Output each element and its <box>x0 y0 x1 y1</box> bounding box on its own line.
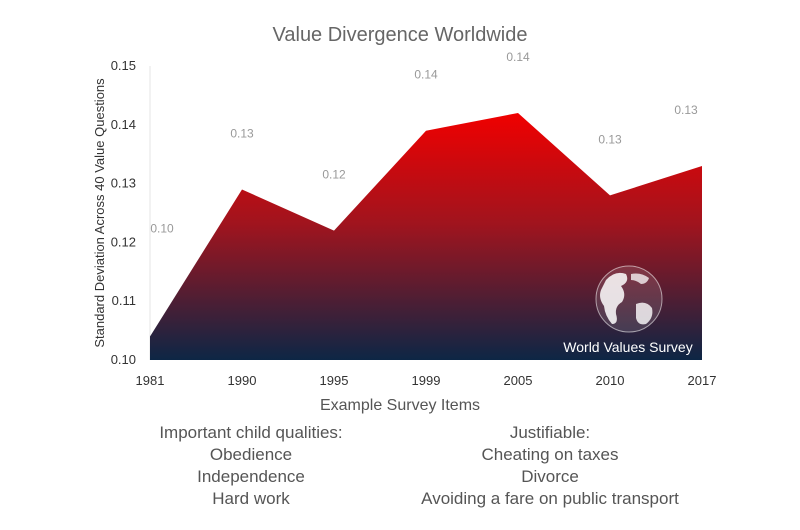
data-label: 0.10 <box>150 221 174 235</box>
data-label: 0.14 <box>506 50 530 64</box>
note-item: Avoiding a fare on public transport <box>421 489 679 508</box>
globe-icon <box>595 265 663 333</box>
data-label: 0.14 <box>414 68 438 82</box>
x-tick-label: 1995 <box>320 373 349 388</box>
y-tick-label: 0.14 <box>111 117 136 132</box>
x-tick-label: 1981 <box>136 373 165 388</box>
x-axis: 1981 1990 1995 1999 2005 2010 2017 <box>136 373 717 388</box>
data-label: 0.13 <box>674 103 698 117</box>
y-tick-label: 0.11 <box>112 293 136 308</box>
data-label: 0.13 <box>598 132 622 146</box>
y-axis: 0.10 0.11 0.12 0.13 0.14 0.15 <box>111 58 136 367</box>
note-item: Cheating on taxes <box>481 445 619 464</box>
watermark-text: World Values Survey <box>563 339 692 355</box>
chart: Value Divergence Worldwide 0.100.110.120… <box>92 24 717 414</box>
note-heading: Important child qualities: <box>159 423 343 442</box>
x-tick-label: 2017 <box>688 373 717 388</box>
note-item: Obedience <box>209 445 293 464</box>
y-axis-label: Standard Deviation Across 40 Value Quest… <box>92 78 107 348</box>
data-labels: 0.10 0.13 0.12 0.14 0.14 0.13 0.13 <box>150 50 698 235</box>
data-label: 0.12 <box>322 168 346 182</box>
chart-title: Value Divergence Worldwide <box>273 24 528 46</box>
x-tick-label: 2010 <box>596 373 625 388</box>
notes-child-qualities: Important child qualities: Obedience Ind… <box>96 422 406 510</box>
x-tick-label: 2005 <box>504 373 533 388</box>
notes-justifiable: Justifiable: Cheating on taxes Divorce A… <box>400 422 700 510</box>
x-axis-label: Example Survey Items <box>320 397 480 414</box>
data-label: 0.13 <box>230 126 254 140</box>
note-item: Independence <box>197 467 305 486</box>
note-item: Divorce <box>521 467 579 486</box>
y-tick-label: 0.13 <box>111 176 136 191</box>
note-item: Hard work <box>212 489 290 508</box>
note-heading: Justifiable: <box>509 423 591 442</box>
y-tick-label: 0.10 <box>111 352 136 367</box>
x-tick-label: 1999 <box>412 373 441 388</box>
y-tick-label: 0.12 <box>111 234 136 249</box>
x-tick-label: 1990 <box>228 373 257 388</box>
area-series <box>150 113 702 360</box>
y-tick-label: 0.15 <box>111 58 136 73</box>
